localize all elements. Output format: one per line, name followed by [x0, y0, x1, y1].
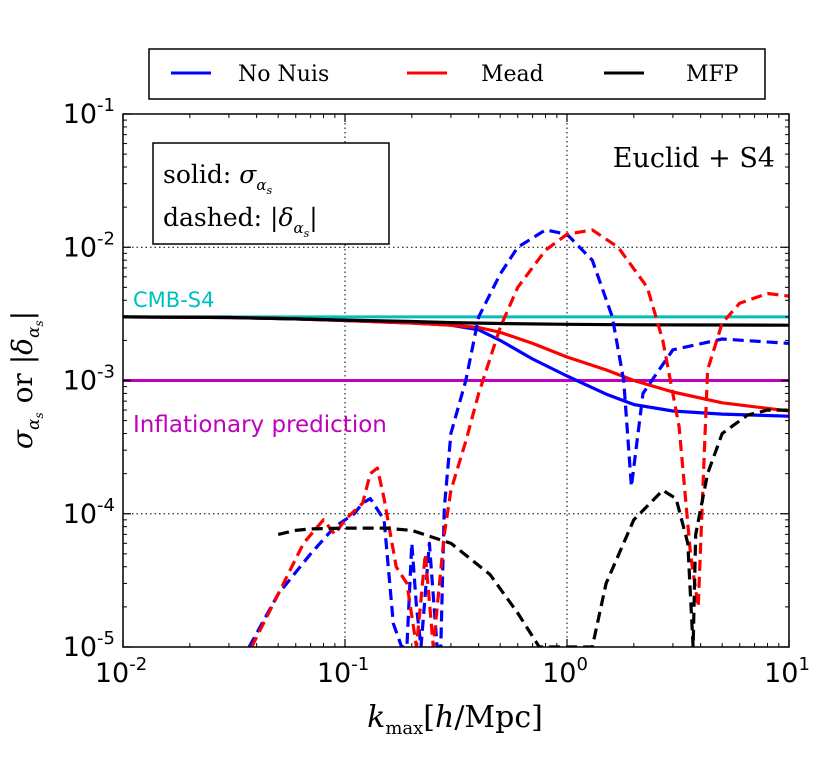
series-mfp-dashed	[277, 408, 789, 647]
y-tick-label: 10-5	[63, 628, 115, 663]
legend: No Nuis Mead MFP	[148, 48, 766, 100]
axis-ticks: 10-2 10-1 100 101 10-5 10-4 10-3 10-2 10-1	[63, 95, 810, 689]
legend-label-mfp: MFP	[686, 62, 739, 87]
legend-label-no-nuis: No Nuis	[238, 62, 329, 87]
y-tick-label: 10-2	[63, 228, 115, 263]
survey-annotation: Euclid + S4	[613, 143, 775, 174]
series-layer	[123, 228, 789, 647]
legend-label-mead: Mead	[481, 62, 544, 87]
series-no-nuis-dashed	[247, 228, 789, 647]
series-mfp-solid	[123, 315, 789, 327]
inflationary-prediction-label: Inflationary prediction	[133, 412, 387, 438]
x-tick-label: 10-1	[317, 654, 369, 689]
y-axis-label: σαs or |δαs|	[6, 311, 46, 449]
y-tick-label: 10-1	[63, 95, 115, 130]
dashed-annotation: dashed: |δαs|	[163, 203, 318, 240]
legend-frame	[148, 48, 766, 100]
x-axis-label: kmax[h/Mpc]	[367, 700, 543, 739]
reference-labels: CMB-S4 Inflationary prediction	[133, 288, 387, 438]
y-tick-label: 10-4	[63, 495, 115, 530]
x-tick-label: 101	[764, 654, 810, 689]
x-tick-label: 10-2	[95, 654, 147, 689]
line-style-box-frame	[152, 142, 390, 245]
x-tick-label: 100	[542, 654, 588, 689]
cmb-s4-label: CMB-S4	[133, 288, 214, 312]
line-style-box: solid: σαs dashed: |δαs|	[152, 142, 390, 245]
y-tick-label: 10-3	[63, 362, 115, 397]
solid-annotation: solid: σαs	[163, 160, 272, 197]
